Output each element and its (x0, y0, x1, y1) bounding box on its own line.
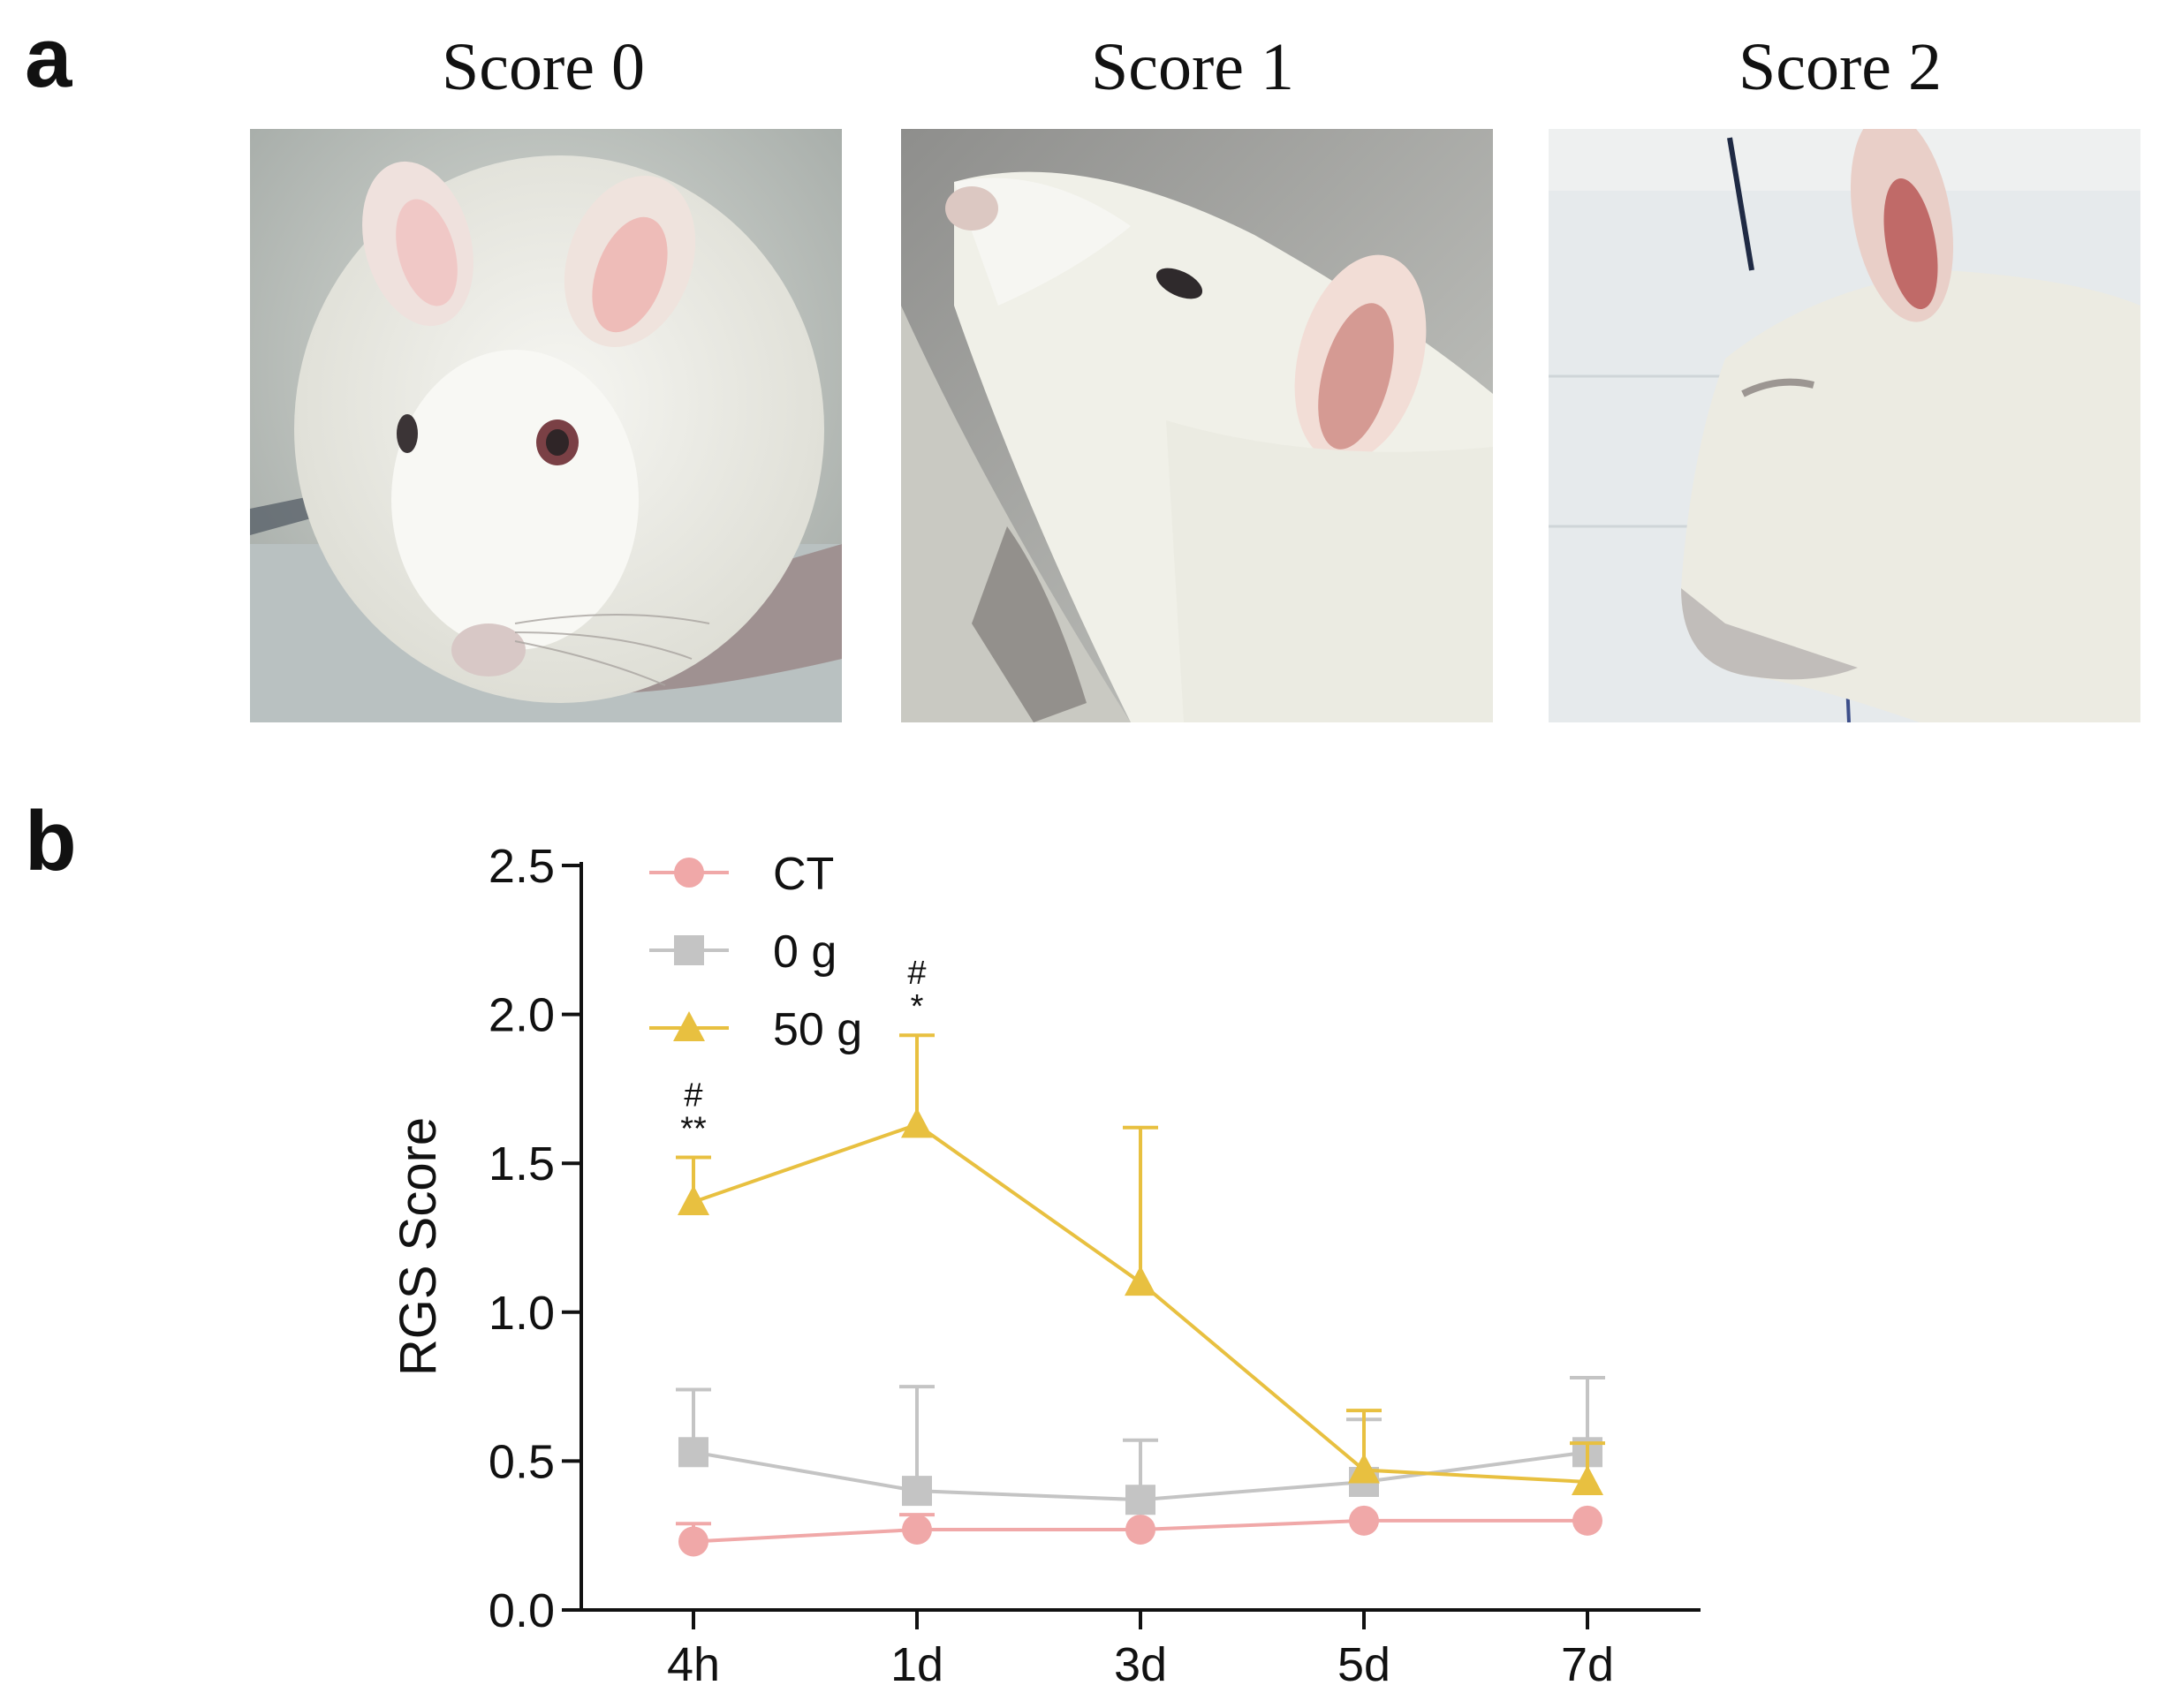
legend-marker-0g (674, 935, 704, 965)
point-CT-5d (1349, 1505, 1379, 1536)
rat-photo-score-0 (250, 129, 842, 722)
point-CT-7d (1572, 1505, 1602, 1536)
legend-label-50g: 50 g (773, 1004, 862, 1055)
y-axis-label: RGS Score (390, 1117, 447, 1376)
panel-a-label: a (25, 11, 72, 105)
x-tick-label-4h: 4h (667, 1638, 720, 1691)
point-CT-4h (678, 1526, 708, 1557)
point-50g-3d (1125, 1266, 1156, 1296)
point-50g-5d (1348, 1453, 1380, 1484)
rat-photo-score-1 (901, 129, 1493, 722)
significance-annotation-1d: * (911, 988, 924, 1025)
significance-annotation-4h: ** (680, 1110, 707, 1147)
y-tick-label-1.5: 1.5 (489, 1137, 555, 1190)
significance-annotation-1d: # (907, 955, 926, 992)
rat-face-icon (250, 129, 842, 722)
y-tick-label-2.0: 2.0 (489, 989, 555, 1042)
legend-marker-50g (673, 1011, 705, 1041)
x-tick-label-1d: 1d (890, 1638, 943, 1691)
photo-title-score-0: Score 0 (441, 30, 646, 104)
legend-label-CT: CT (773, 849, 834, 900)
legend-label-0g: 0 g (773, 926, 837, 978)
point-CT-1d (902, 1514, 932, 1545)
y-tick-label-0.0: 0.0 (489, 1584, 555, 1637)
point-50g-4h (678, 1185, 709, 1216)
x-tick-label-3d: 3d (1114, 1638, 1167, 1691)
point-CT-3d (1125, 1514, 1155, 1545)
point-50g-1d (901, 1107, 933, 1138)
photo-title-score-2: Score 2 (1738, 30, 1943, 104)
y-tick-label-0.5: 0.5 (489, 1435, 555, 1488)
legend-marker-CT (674, 858, 704, 888)
rat-photo-score-2 (1549, 129, 2140, 722)
y-tick-label-2.5: 2.5 (489, 840, 555, 893)
x-tick-label-7d: 7d (1561, 1638, 1614, 1691)
point-0g-4h (678, 1437, 708, 1468)
point-50g-7d (1572, 1465, 1603, 1496)
y-tick-label-1.0: 1.0 (489, 1287, 555, 1340)
photo-title-score-1: Score 1 (1090, 30, 1295, 104)
panel-b-label: b (25, 794, 77, 888)
x-tick-label-5d: 5d (1337, 1638, 1390, 1691)
significance-annotation-4h: # (684, 1077, 702, 1114)
rat-face-icon (1549, 129, 2140, 722)
point-0g-3d (1125, 1485, 1155, 1515)
point-0g-1d (902, 1476, 932, 1507)
rat-face-icon (901, 129, 1493, 722)
